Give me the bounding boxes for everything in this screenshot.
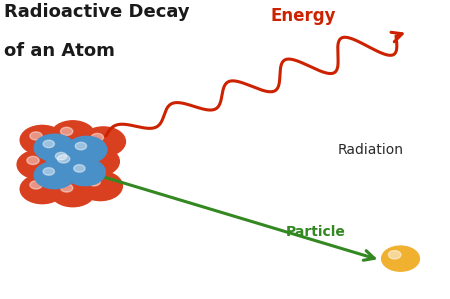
Circle shape: [34, 134, 75, 161]
Circle shape: [30, 132, 42, 140]
Circle shape: [81, 127, 126, 156]
Circle shape: [30, 181, 42, 189]
Circle shape: [55, 152, 67, 160]
Text: of an Atom: of an Atom: [4, 42, 115, 60]
Circle shape: [74, 165, 85, 172]
Circle shape: [51, 121, 95, 150]
Text: Particle: Particle: [286, 225, 346, 239]
Circle shape: [388, 251, 401, 259]
Circle shape: [46, 147, 87, 173]
Circle shape: [75, 142, 86, 150]
Circle shape: [27, 156, 39, 164]
Circle shape: [58, 155, 70, 163]
Circle shape: [66, 136, 107, 163]
Circle shape: [20, 125, 64, 155]
Circle shape: [75, 147, 119, 176]
Circle shape: [382, 246, 419, 271]
Circle shape: [65, 159, 105, 186]
Circle shape: [43, 140, 54, 148]
Circle shape: [85, 153, 97, 161]
Circle shape: [60, 184, 73, 192]
Text: Radioactive Decay: Radioactive Decay: [4, 3, 190, 21]
Circle shape: [88, 178, 100, 186]
Circle shape: [60, 127, 73, 135]
Circle shape: [51, 177, 95, 207]
Circle shape: [20, 174, 64, 204]
Circle shape: [43, 168, 54, 175]
Circle shape: [17, 150, 61, 179]
Text: Radiation: Radiation: [338, 143, 404, 156]
Circle shape: [78, 171, 122, 201]
Circle shape: [48, 148, 92, 178]
Circle shape: [34, 162, 75, 189]
Circle shape: [91, 133, 104, 141]
Text: Energy: Energy: [270, 7, 336, 25]
